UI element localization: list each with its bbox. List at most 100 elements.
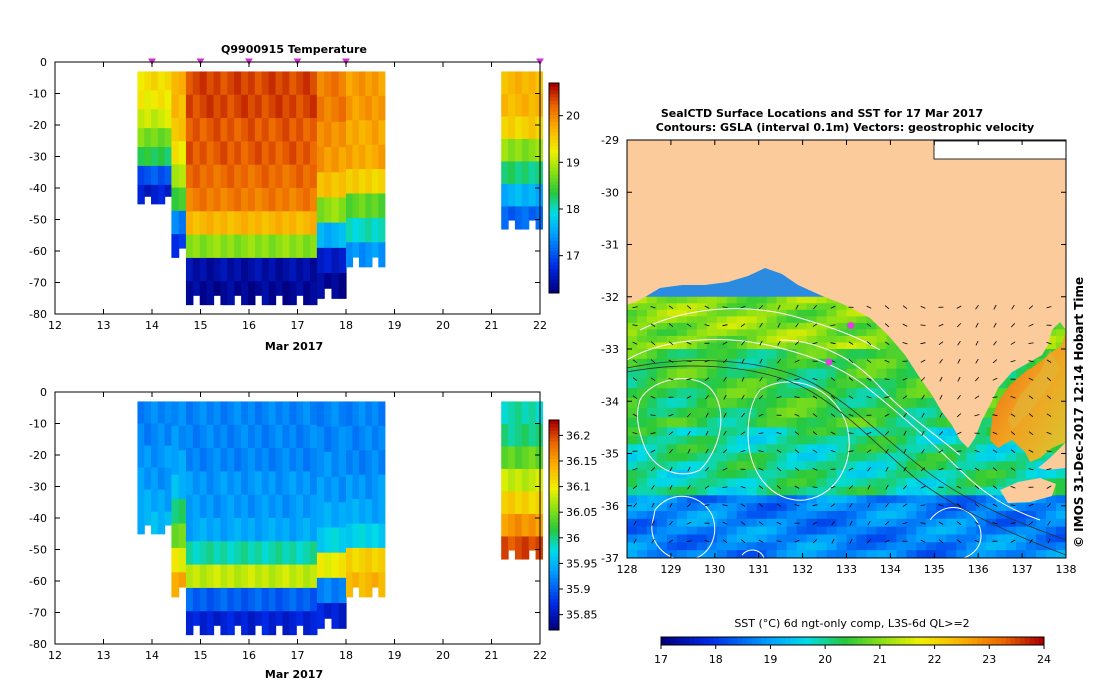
sst-cell bbox=[686, 435, 698, 445]
heatmap-cell bbox=[268, 564, 277, 589]
velocity-vector bbox=[794, 539, 800, 543]
colorbar-swatch bbox=[549, 525, 559, 529]
colorbar-swatch bbox=[549, 490, 559, 494]
heatmap-cell bbox=[185, 611, 194, 636]
peninsula-south bbox=[1038, 442, 1066, 470]
heatmap-cell bbox=[171, 572, 180, 598]
heatmap-cell bbox=[144, 489, 152, 513]
velocity-vector bbox=[741, 341, 745, 346]
velocity-vector bbox=[1010, 360, 1016, 363]
sst-cell bbox=[856, 427, 868, 437]
gsla-contour bbox=[639, 308, 881, 351]
heatmap-cell bbox=[171, 187, 180, 212]
sst-cell bbox=[756, 526, 768, 536]
heatmap-cell bbox=[316, 401, 325, 428]
sst-cell bbox=[716, 469, 728, 479]
heatmap-cell bbox=[199, 118, 208, 142]
sst-colorbar-swatch bbox=[948, 637, 954, 645]
sst-cell bbox=[746, 316, 758, 324]
sst-cell bbox=[706, 478, 718, 488]
heatmap-cell bbox=[151, 423, 159, 447]
heatmap-cell bbox=[261, 188, 270, 212]
sst-cell bbox=[696, 478, 708, 488]
sst-cell bbox=[926, 397, 937, 409]
heatmap-cell bbox=[338, 247, 347, 274]
velocity-vector bbox=[884, 396, 890, 399]
heatmap-cell bbox=[254, 611, 263, 626]
sst-cell bbox=[826, 316, 838, 324]
map-y-tick-label: -36 bbox=[601, 500, 619, 513]
heatmap-cell bbox=[137, 165, 145, 186]
sst-cell bbox=[736, 427, 748, 437]
heatmap-cell bbox=[185, 94, 194, 119]
sst-cell bbox=[996, 542, 1007, 551]
sst-cell bbox=[956, 518, 967, 528]
heatmap-cell bbox=[275, 211, 284, 236]
sst-cell bbox=[846, 518, 858, 528]
sst-cell bbox=[736, 495, 748, 504]
heatmap-cell bbox=[241, 188, 249, 212]
x-tick-label: 14 bbox=[145, 319, 159, 332]
sst-cell bbox=[706, 526, 718, 536]
heatmap-cell bbox=[192, 448, 201, 472]
heatmap-cell bbox=[501, 71, 509, 95]
heatmap-cell bbox=[316, 273, 325, 299]
colorbar-swatch bbox=[549, 265, 559, 269]
sst-cell bbox=[826, 309, 838, 317]
heatmap-cell bbox=[508, 536, 516, 551]
sst-cell bbox=[627, 435, 638, 445]
heatmap-cell bbox=[346, 217, 354, 243]
sst-colorbar-swatch bbox=[981, 637, 988, 645]
heatmap-cell bbox=[185, 281, 194, 306]
sst-cell bbox=[776, 349, 788, 360]
colorbar-swatch bbox=[549, 455, 559, 459]
heatmap-cell bbox=[227, 164, 235, 189]
heatmap-cell bbox=[241, 94, 249, 119]
heatmap-cell bbox=[261, 141, 270, 166]
heatmap-cell bbox=[316, 502, 325, 529]
heatmap-cell bbox=[331, 222, 340, 249]
sst-cell bbox=[856, 349, 868, 360]
sst-cell bbox=[666, 461, 678, 471]
heatmap-cell bbox=[192, 141, 201, 166]
heatmap-cell bbox=[178, 572, 187, 588]
velocity-vector bbox=[686, 323, 692, 327]
velocity-vector bbox=[903, 485, 907, 490]
x-tick-label: 13 bbox=[97, 319, 111, 332]
sst-colorbar-swatch bbox=[680, 637, 686, 645]
heatmap-cell bbox=[206, 587, 215, 612]
heatmap-cell bbox=[227, 94, 235, 119]
sst-cell bbox=[736, 316, 748, 324]
velocity-vector bbox=[975, 322, 979, 328]
velocity-vector bbox=[956, 503, 962, 508]
velocity-vector bbox=[777, 359, 781, 364]
heatmap-cell bbox=[303, 211, 311, 236]
sst-cell bbox=[786, 303, 798, 311]
colorbar-swatch bbox=[549, 212, 559, 217]
sst-cell bbox=[826, 296, 838, 304]
sst-cell bbox=[646, 550, 658, 558]
sst-cell bbox=[676, 461, 688, 471]
sst-cell bbox=[846, 503, 858, 512]
heatmap-cell bbox=[358, 242, 366, 268]
heatmap-cell bbox=[316, 577, 325, 604]
sst-cell bbox=[946, 534, 957, 543]
sst-colorbar-swatch bbox=[718, 637, 724, 645]
sst-colorbar-swatch bbox=[823, 637, 830, 645]
heatmap-cell bbox=[331, 451, 340, 478]
colorbar-tick-label: 19 bbox=[566, 156, 580, 169]
heatmap-cell bbox=[521, 183, 530, 208]
colorbar-swatch bbox=[549, 437, 559, 442]
heatmap-cell bbox=[310, 211, 318, 236]
heatmap-cell bbox=[365, 425, 373, 451]
sst-colorbar-frame bbox=[660, 636, 1045, 646]
sst-cell bbox=[627, 309, 638, 317]
sst-cell bbox=[1036, 452, 1047, 462]
heatmap-cell bbox=[213, 518, 222, 542]
sst-cell bbox=[966, 486, 977, 496]
x-tick-label: 17 bbox=[291, 649, 305, 662]
sst-cell bbox=[666, 388, 678, 399]
heatmap-cell bbox=[247, 234, 256, 259]
sst-cell bbox=[686, 486, 698, 496]
velocity-vector bbox=[956, 485, 962, 489]
